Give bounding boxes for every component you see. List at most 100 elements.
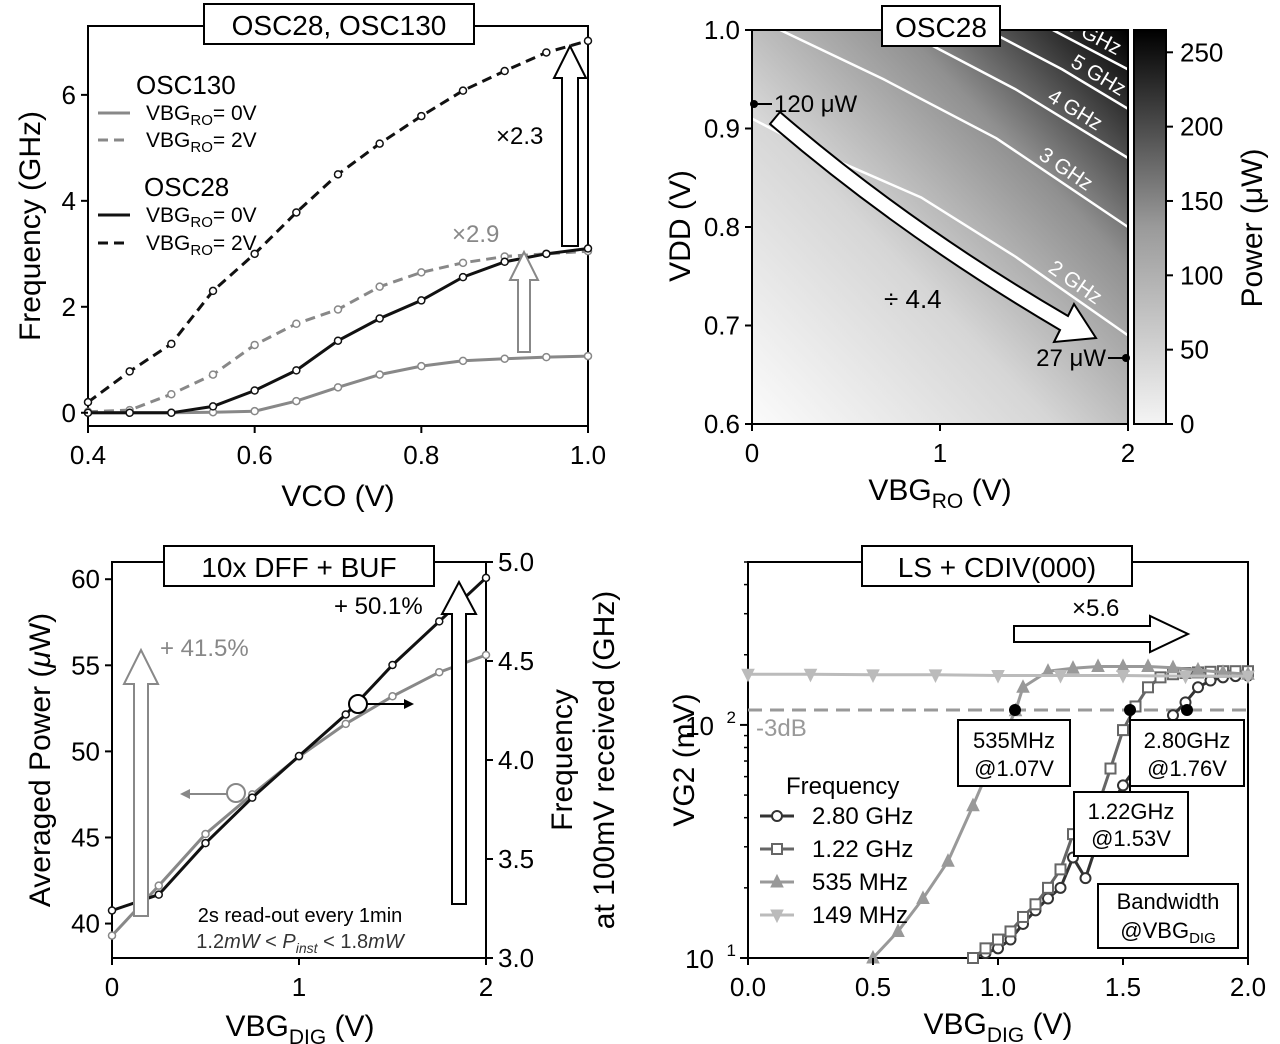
y-tick-label: 0.8 <box>704 212 740 242</box>
marker-535mhz <box>1009 704 1021 716</box>
x-axis-label: VBGRO (V) <box>868 474 1011 513</box>
data-point <box>1053 669 1068 684</box>
legend-label-osc28-0v: VBGRO= 0V <box>146 204 257 231</box>
data-point <box>500 257 509 267</box>
annotation-gray-ratio: ×2.9 <box>452 221 499 248</box>
legend-title: Frequency <box>786 773 899 800</box>
data-point <box>333 305 343 314</box>
data-point <box>375 314 384 323</box>
legend-group-osc130: OSC130 <box>136 70 236 100</box>
data-point <box>458 258 468 268</box>
title-box <box>881 5 1001 47</box>
data-point <box>125 367 134 376</box>
x-tick-label: 1.0 <box>980 972 1016 1002</box>
annotation-shift: ×5.6 <box>1072 595 1119 622</box>
x-tick-label: 1.5 <box>1105 972 1141 1002</box>
marker-122ghz <box>1124 704 1136 716</box>
x-tick-label: 1 <box>292 972 306 1002</box>
data-point <box>1116 669 1130 684</box>
legend-marker-3 <box>770 909 784 924</box>
y-tick-exponent: 2 <box>727 708 736 727</box>
colorbar-tick-label: 50 <box>1180 335 1209 365</box>
x-tick-label: 2 <box>479 972 493 1002</box>
data-point <box>292 366 301 375</box>
data-point <box>1054 881 1067 894</box>
callout-280ghz-line2: @1.76V <box>1147 756 1227 781</box>
y-tick-label: 0 <box>62 398 76 428</box>
y-tick-label: 10 <box>685 711 714 741</box>
y-tick-label: 6 <box>62 80 76 110</box>
legend-label-1: 1.22 GHz <box>812 836 913 863</box>
data-point <box>167 408 176 418</box>
data-point <box>458 272 468 282</box>
y-axis-label: Averaged Power (μW) <box>24 613 57 907</box>
contour-line <box>986 28 1129 110</box>
colorbar-tick-label: 250 <box>1180 37 1223 67</box>
annotation-power-reduction: ÷ 4.4 <box>884 284 942 314</box>
data-point <box>1042 892 1054 905</box>
data-point <box>741 668 755 683</box>
data-point <box>208 402 218 411</box>
y2-axis-label-line2: at 100mV received (GHz) <box>588 591 621 929</box>
callout-bandwidth <box>1097 883 1239 949</box>
data-point <box>1079 872 1092 885</box>
data-point <box>542 249 551 259</box>
x-tick-label: 0.8 <box>403 440 439 470</box>
y2-axis-label-line1: Frequency <box>546 689 579 831</box>
data-point <box>1241 670 1255 685</box>
legend-label-2: 535 MHz <box>812 869 908 896</box>
data-point <box>1091 658 1105 673</box>
series-layer <box>83 36 593 418</box>
data-point <box>250 249 259 259</box>
legend: OSC130 VBGRO= 0V VBGRO= 2V OSC28 VBGRO= … <box>98 70 257 259</box>
marker-280ghz <box>1181 704 1193 716</box>
x-axis-label: VCO (V) <box>281 480 394 513</box>
callout-122ghz <box>1073 791 1189 857</box>
series-layer <box>107 573 491 940</box>
data-point <box>1141 658 1155 673</box>
shift-arrow <box>1013 614 1191 654</box>
data-point <box>1166 659 1180 674</box>
data-point <box>341 710 350 719</box>
data-point <box>417 361 426 371</box>
series-layer <box>741 658 1255 964</box>
data-point <box>992 933 1004 946</box>
legend-marker-0 <box>771 810 783 822</box>
data-point <box>928 669 943 683</box>
x-tick-label: 0 <box>745 438 759 468</box>
series-line-1 <box>111 576 488 912</box>
legend-label-osc28-2v: VBGRO= 2V <box>146 232 257 259</box>
increase-arrow-gray <box>508 249 540 353</box>
title-box <box>203 3 475 45</box>
y2-tick-label: 5.0 <box>498 547 534 577</box>
data-point <box>375 139 384 148</box>
data-point <box>991 669 1005 684</box>
data-point <box>967 952 979 964</box>
axes-layer: 0 1 2 40 45 50 55 60 3.0 3.5 4.0 4.5 5.0 <box>71 547 534 1002</box>
data-point <box>1167 709 1179 722</box>
note-instant-power: 1.2mW < Pinst < 1.8mW <box>196 931 406 956</box>
annotation-power-increase: + 41.5% <box>160 635 249 662</box>
annotation-frequency-increase: + 50.1% <box>334 593 423 620</box>
data-point <box>417 268 426 277</box>
series-line-0 <box>110 653 487 937</box>
data-point <box>500 354 509 363</box>
data-point <box>1142 681 1154 694</box>
data-point <box>154 881 163 890</box>
x-tick-label: 0.0 <box>730 972 766 1002</box>
power-reduction-arrow <box>768 110 1098 344</box>
data-point <box>208 286 218 296</box>
axis-indicator-right-head <box>404 699 414 709</box>
data-point <box>294 751 304 761</box>
data-point <box>500 66 509 76</box>
callout-122ghz-line1: 1.22GHz <box>1088 799 1175 824</box>
y-tick-label: 60 <box>71 564 100 594</box>
colorbar-tick-label: 150 <box>1180 186 1223 216</box>
data-point <box>435 617 444 626</box>
data-point <box>803 668 818 683</box>
reference-line-label: -3dB <box>756 715 807 742</box>
y2-tick-label: 3.5 <box>498 844 534 874</box>
data-point <box>966 797 980 812</box>
y-tick-label: 50 <box>71 736 100 766</box>
